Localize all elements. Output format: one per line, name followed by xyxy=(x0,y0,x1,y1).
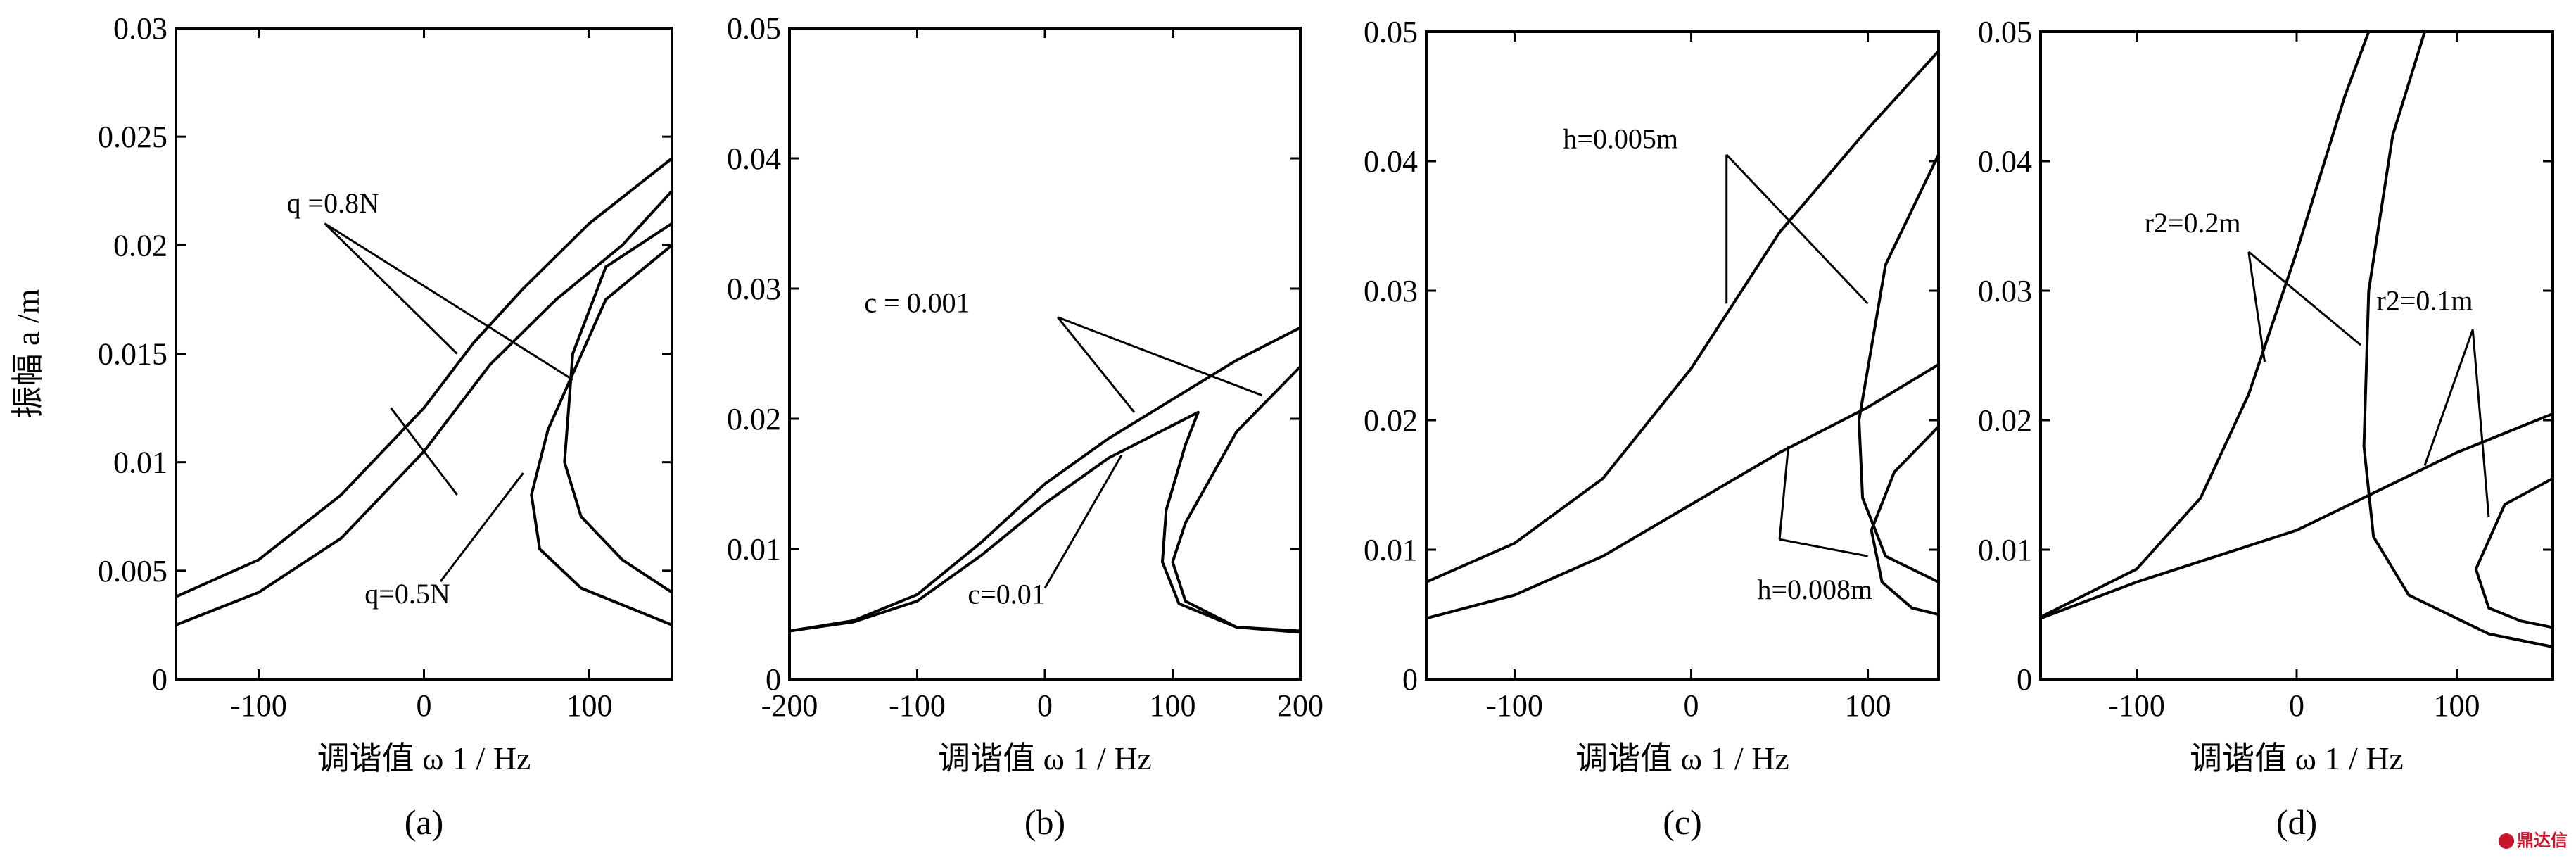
plot-frame xyxy=(1425,30,1940,681)
y-tick-label: 0 xyxy=(1402,662,1418,697)
series-curve-3 xyxy=(175,189,673,626)
y-tick-label: 0.01 xyxy=(727,532,781,567)
y-tick-label: 0.04 xyxy=(1364,144,1418,179)
series-curve-3 xyxy=(1426,363,1940,620)
y-tick-label: 0 xyxy=(2017,662,2032,697)
series-curve-4 xyxy=(1870,425,1940,616)
x-axis-label: 调谐值 ω 1 / Hz xyxy=(2190,740,2404,776)
series-annotation: r2=0.1m xyxy=(2377,285,2473,317)
annotation-leader xyxy=(2247,251,2361,346)
y-tick-label: 0.04 xyxy=(1978,144,2032,179)
watermark-logo-icon xyxy=(2499,833,2514,849)
chart-panel-4: -100 0 100 0 0.01 0.02 0.03 0.04 0.05 r2=0.2m r2=0… xyxy=(1978,15,2554,842)
annotation-leader xyxy=(2247,251,2266,362)
chart-panel-1: -100 0 100 0 0.005 0.01 0.015 0.02 0.025 0.03 q =0… xyxy=(10,11,673,842)
chart-panel-2: -200 -100 0 100 200 0 0.01 0.02 0.03 0.04 0.05 c = … xyxy=(727,11,1324,842)
annotation-leader xyxy=(439,472,524,583)
y-axis-label: 振幅 a /m xyxy=(10,289,46,418)
series-annotation: c = 0.001 xyxy=(864,286,970,318)
y-tick-label: 0.03 xyxy=(113,11,167,46)
series-annotation: c=0.01 xyxy=(967,579,1045,610)
watermark: 鼎达信 xyxy=(2499,826,2568,851)
y-tick-label: 0.02 xyxy=(1364,403,1418,438)
x-tick-label: 0 xyxy=(1037,688,1053,723)
panel-tag: (d) xyxy=(2276,802,2317,842)
series-curve-3 xyxy=(789,410,1301,634)
series-annotation: r2=0.2m xyxy=(2145,207,2241,239)
y-tick-label: 0.02 xyxy=(113,228,167,263)
y-tick-label: 0.025 xyxy=(98,120,167,154)
chart-panel-3: -100 0 100 0 0.01 0.02 0.03 0.04 0.05 h=0.005m h=0… xyxy=(1364,15,1940,842)
x-tick-label: 200 xyxy=(1277,688,1324,723)
series-curve-1 xyxy=(2040,31,2371,619)
series-curve-2 xyxy=(2362,31,2553,648)
series-annotation: q =0.8N xyxy=(287,187,379,219)
y-tick-label: 0.01 xyxy=(1364,533,1418,567)
x-tick-label: -100 xyxy=(230,688,287,723)
annotation-leader xyxy=(1725,153,1869,305)
x-tick-label: 100 xyxy=(1150,688,1196,723)
y-tick-label: 0 xyxy=(152,662,167,697)
watermark-text: 鼎达信 xyxy=(2517,831,2568,850)
y-tick-label: 0.01 xyxy=(1978,533,2032,567)
y-tick-label: 0 xyxy=(766,662,781,697)
y-tick-label: 0.03 xyxy=(727,272,781,306)
series-curve-2 xyxy=(1171,365,1302,633)
x-axis-label: 调谐值 ω 1 / Hz xyxy=(317,740,531,776)
annotation-leader xyxy=(2471,329,2490,518)
panel-tag: (c) xyxy=(1663,802,1702,842)
x-tick-label: 0 xyxy=(1684,688,1699,723)
series-curve-1 xyxy=(175,157,673,598)
annotation-leader xyxy=(390,407,458,496)
series-annotation: h=0.005m xyxy=(1563,123,1678,155)
series-curve-4 xyxy=(530,244,673,626)
y-tick-label: 0.03 xyxy=(1364,274,1418,308)
y-tick-label: 0.05 xyxy=(1364,15,1418,49)
x-tick-label: -100 xyxy=(2108,688,2165,723)
x-axis-label: 调谐值 ω 1 / Hz xyxy=(1575,740,1789,776)
y-tick-label: 0.05 xyxy=(727,11,781,46)
y-tick-label: 0.05 xyxy=(1978,15,2032,49)
series-curve-3 xyxy=(2040,412,2553,620)
annotation-leader xyxy=(1779,538,1868,557)
series-annotation: q=0.5N xyxy=(364,578,450,610)
annotation-leader xyxy=(324,222,458,355)
x-tick-label: 100 xyxy=(566,688,613,723)
x-tick-label: -200 xyxy=(761,688,818,723)
series-annotation: h=0.008m xyxy=(1757,574,1872,605)
x-axis-label: 调谐值 ω 1 / Hz xyxy=(938,740,1152,776)
y-tick-label: 0.03 xyxy=(1978,274,2032,308)
y-tick-label: 0.04 xyxy=(727,141,781,176)
annotation-leader xyxy=(1057,316,1263,397)
x-tick-label: -100 xyxy=(889,688,946,723)
x-tick-label: 0 xyxy=(2289,688,2304,723)
y-tick-label: 0.005 xyxy=(98,554,167,588)
panel-tag: (a) xyxy=(405,802,444,842)
series-curve-2 xyxy=(1858,153,1940,583)
x-tick-label: 100 xyxy=(1845,688,1891,723)
annotation-leader xyxy=(1778,446,1790,540)
annotation-leader xyxy=(2423,329,2474,466)
y-tick-label: 0.015 xyxy=(98,337,167,372)
y-tick-label: 0.02 xyxy=(727,402,781,436)
annotation-leader xyxy=(1056,316,1136,413)
y-tick-label: 0.02 xyxy=(1978,403,2032,438)
panel-tag: (b) xyxy=(1024,802,1065,842)
x-tick-label: -100 xyxy=(1486,688,1543,723)
x-tick-label: 0 xyxy=(417,688,432,723)
x-tick-label: 100 xyxy=(2434,688,2480,723)
y-tick-label: 0.01 xyxy=(113,446,167,480)
annotation-leader xyxy=(1043,455,1123,589)
annotation-leader xyxy=(324,222,573,381)
series-curve-2 xyxy=(563,222,673,594)
series-curve-4 xyxy=(2474,477,2553,629)
series-curve-1 xyxy=(1426,50,1940,583)
series-curve-1 xyxy=(789,326,1301,633)
